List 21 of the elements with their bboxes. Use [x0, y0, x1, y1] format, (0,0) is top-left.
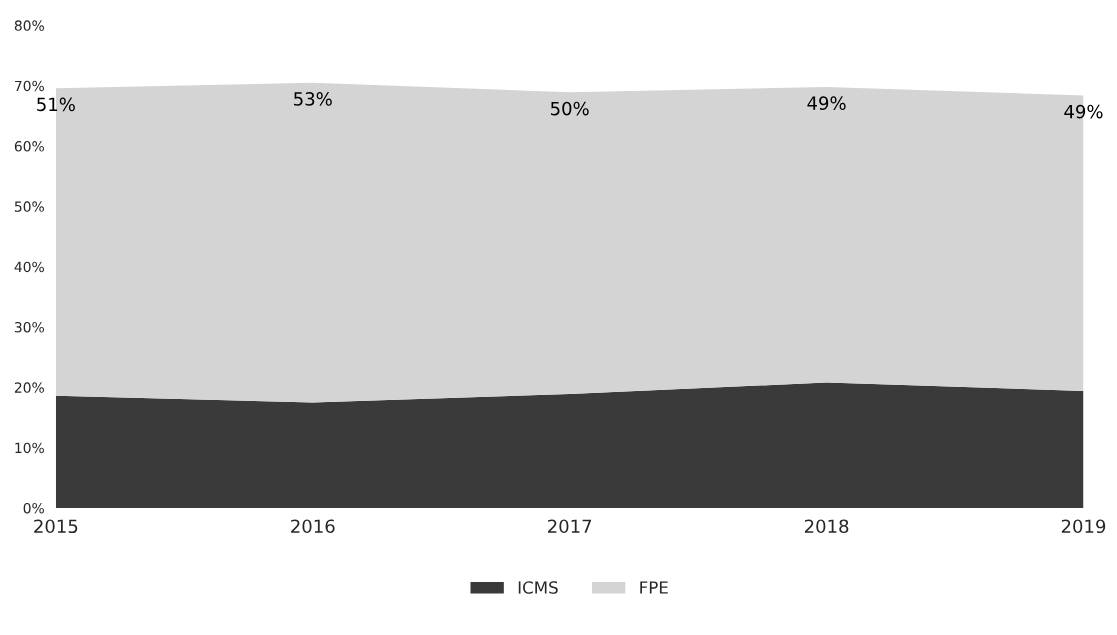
- x-tick-label: 2017: [548, 519, 592, 534]
- y-tick-label: 70%: [15, 80, 44, 92]
- data-label: 50%: [551, 101, 589, 116]
- legend-label: FPE: [640, 581, 668, 594]
- data-label: 49%: [1064, 104, 1103, 119]
- x-tick-label: 2016: [291, 519, 335, 534]
- y-tick-label: 20%: [14, 382, 44, 393]
- data-label: 49%: [807, 96, 846, 110]
- x-tick-label: 2015: [34, 519, 78, 534]
- y-tick-label: 60%: [14, 141, 44, 152]
- y-tick-label: 50%: [14, 201, 44, 212]
- y-tick-label: 40%: [14, 261, 44, 273]
- y-tick-label: 80%: [14, 20, 44, 31]
- data-label: 53%: [294, 92, 332, 106]
- x-tick-label: 2019: [1061, 519, 1106, 534]
- x-tick-label: 2018: [804, 519, 849, 534]
- y-tick-label: 30%: [14, 321, 44, 333]
- y-tick-label: 0%: [23, 502, 44, 514]
- legend-label: ICMS: [518, 581, 558, 594]
- data-label: 51%: [37, 97, 75, 112]
- y-tick-label: 10%: [15, 442, 44, 454]
